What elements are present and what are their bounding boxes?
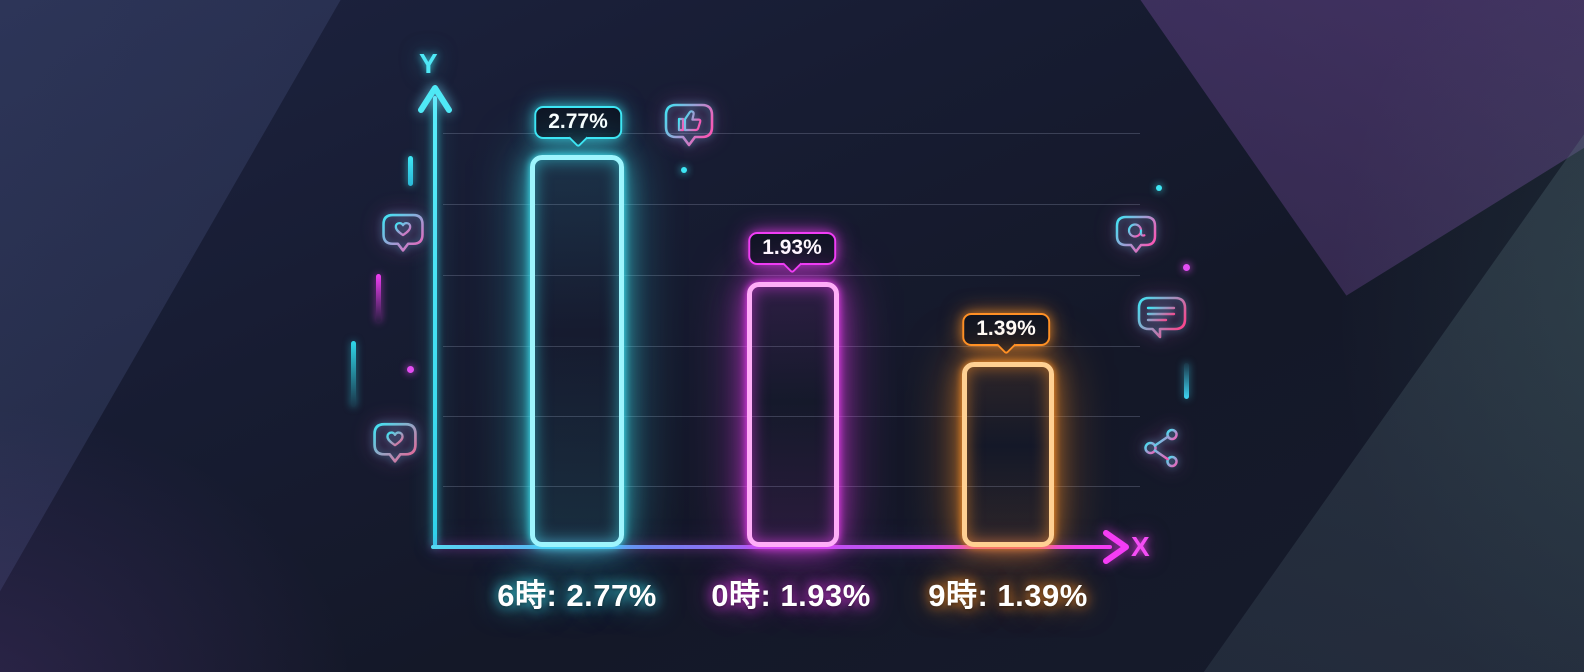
spark-dash-cyan	[351, 341, 356, 407]
gridline	[443, 133, 1140, 134]
bar-9h	[962, 362, 1054, 547]
x-axis-arrow-icon	[1103, 530, 1129, 564]
x-axis-label: X	[1131, 531, 1150, 562]
gridline	[443, 416, 1140, 417]
thumbs-up-bubble-icon	[664, 103, 714, 147]
gridline	[443, 204, 1140, 205]
tooltip-value: 2.77%	[548, 110, 608, 133]
y-axis-line	[433, 96, 437, 547]
spark-dash-cyan	[408, 156, 413, 186]
y-axis-arrow-icon	[418, 85, 452, 113]
axis-label-6h: 6時: 2.77%	[497, 578, 657, 613]
spark-dash-cyan	[1184, 363, 1189, 399]
mention-comment-bubble-icon	[1115, 215, 1157, 253]
heart-like-bubble-icon	[373, 422, 417, 463]
heart-like-bubble-icon	[382, 213, 424, 252]
x-axis-line	[431, 545, 1112, 549]
tooltip-value: 1.93%	[762, 236, 822, 259]
axis-label-9h: 9時: 1.39%	[928, 578, 1088, 613]
share-network-icon	[1144, 428, 1178, 468]
spark-dash-magenta	[376, 274, 381, 322]
glow-dot-magenta	[407, 366, 414, 373]
glow-dot-cyan	[1156, 185, 1162, 191]
gridline	[443, 486, 1140, 487]
glow-dot-magenta	[1183, 264, 1190, 271]
tooltip-bar-0h: 1.93%	[748, 232, 836, 274]
gridline	[443, 275, 1140, 276]
tooltip-bar-6h: 2.77%	[534, 106, 622, 148]
glow-dot-cyan	[681, 167, 687, 173]
y-axis-label: Y	[419, 48, 438, 79]
tooltip-bar-9h: 1.39%	[962, 313, 1050, 355]
axis-label-0h: 0時: 1.93%	[711, 578, 871, 613]
tooltip-value: 1.39%	[976, 317, 1036, 340]
bar-0h	[747, 282, 839, 547]
bar-6h	[530, 155, 624, 547]
gridline	[443, 346, 1140, 347]
chat-message-bubble-icon	[1137, 296, 1187, 339]
